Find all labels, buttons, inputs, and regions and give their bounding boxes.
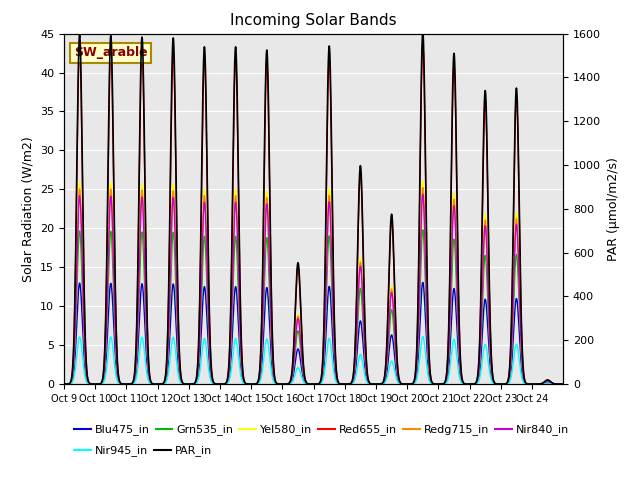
Legend: Nir945_in, PAR_in: Nir945_in, PAR_in — [70, 441, 217, 461]
Blu475_in — [430, 381, 438, 387]
Nir945_in — [356, 354, 364, 360]
Nir945_in — [378, 381, 385, 387]
Nir840_in — [559, 381, 567, 387]
Red655_in — [457, 364, 465, 370]
PAR_in — [457, 363, 465, 369]
Blu475_in — [85, 381, 93, 386]
Nir840_in — [430, 381, 438, 387]
Grn535_in — [378, 381, 385, 387]
Blu475_in — [457, 376, 465, 382]
Grn535_in — [559, 381, 567, 387]
Redg715_in — [241, 380, 248, 386]
Grn535_in — [241, 380, 248, 386]
PAR_in — [419, 29, 427, 35]
Red655_in — [60, 381, 68, 387]
Redg715_in — [430, 381, 438, 387]
PAR_in — [430, 381, 438, 387]
PAR_in — [378, 381, 385, 387]
Yel580_in — [85, 381, 93, 386]
Nir840_in — [241, 380, 248, 386]
Redg715_in — [419, 185, 427, 191]
Nir945_in — [60, 381, 68, 387]
Red655_in — [430, 381, 438, 387]
Nir840_in — [419, 192, 427, 197]
Grn535_in — [430, 381, 438, 387]
Yel580_in — [60, 381, 68, 387]
Line: PAR_in: PAR_in — [64, 32, 563, 384]
Blu475_in — [559, 381, 567, 387]
Yel580_in — [430, 381, 438, 387]
Text: SW_arable: SW_arable — [74, 47, 148, 60]
Line: Blu475_in: Blu475_in — [64, 282, 563, 384]
Yel580_in — [356, 263, 364, 269]
Red655_in — [559, 381, 567, 387]
Red655_in — [378, 381, 385, 387]
Nir840_in — [356, 271, 364, 276]
Redg715_in — [457, 371, 465, 377]
Blu475_in — [60, 381, 68, 387]
Nir945_in — [419, 334, 427, 339]
Nir945_in — [430, 381, 438, 387]
Line: Yel580_in: Yel580_in — [64, 181, 563, 384]
PAR_in — [356, 177, 364, 182]
Line: Redg715_in: Redg715_in — [64, 188, 563, 384]
Line: Nir945_in: Nir945_in — [64, 336, 563, 384]
Red655_in — [241, 380, 248, 385]
PAR_in — [559, 381, 567, 387]
Y-axis label: Solar Radiation (W/m2): Solar Radiation (W/m2) — [22, 136, 35, 282]
PAR_in — [85, 380, 93, 386]
Grn535_in — [419, 227, 427, 233]
Y-axis label: PAR (μmol/m2/s): PAR (μmol/m2/s) — [607, 157, 620, 261]
Blu475_in — [419, 279, 427, 285]
Yel580_in — [241, 380, 248, 386]
Redg715_in — [85, 381, 93, 386]
Redg715_in — [378, 381, 385, 387]
Blu475_in — [378, 381, 385, 387]
Nir945_in — [457, 379, 465, 384]
Blu475_in — [356, 322, 364, 328]
Line: Red655_in: Red655_in — [64, 45, 563, 384]
Nir840_in — [457, 372, 465, 377]
Line: Nir840_in: Nir840_in — [64, 194, 563, 384]
Nir945_in — [241, 381, 248, 387]
Red655_in — [356, 184, 364, 190]
Red655_in — [419, 42, 427, 48]
Line: Grn535_in: Grn535_in — [64, 230, 563, 384]
Grn535_in — [457, 373, 465, 379]
Nir945_in — [559, 381, 567, 387]
Grn535_in — [85, 381, 93, 386]
Nir840_in — [60, 381, 68, 387]
Grn535_in — [356, 292, 364, 298]
Redg715_in — [356, 267, 364, 273]
Redg715_in — [559, 381, 567, 387]
Grn535_in — [60, 381, 68, 387]
Yel580_in — [559, 381, 567, 387]
Nir840_in — [85, 381, 93, 386]
Blu475_in — [241, 381, 248, 386]
Nir840_in — [378, 381, 385, 387]
Title: Incoming Solar Bands: Incoming Solar Bands — [230, 13, 397, 28]
Red655_in — [85, 380, 93, 386]
Yel580_in — [457, 371, 465, 377]
PAR_in — [60, 381, 68, 387]
Yel580_in — [419, 178, 427, 184]
PAR_in — [241, 379, 248, 385]
Redg715_in — [60, 381, 68, 387]
Yel580_in — [378, 381, 385, 387]
Nir945_in — [85, 381, 93, 387]
